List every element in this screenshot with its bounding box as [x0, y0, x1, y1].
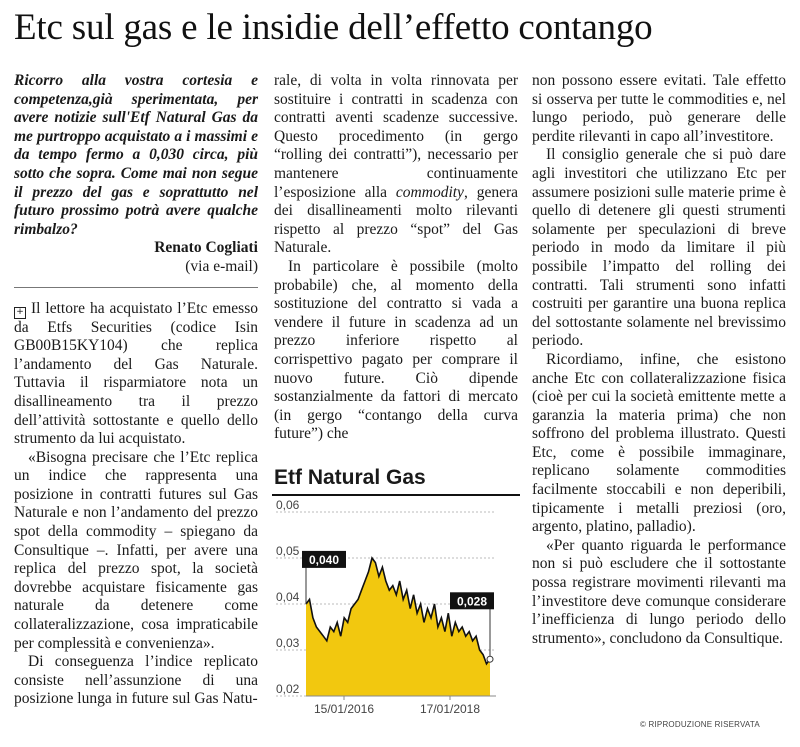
- chart-svg: 0,06 0,05 0,04 0,03 0,02 0,040 0,028 15/01/2016…: [276, 498, 496, 716]
- end-value-label: 0,028: [457, 594, 487, 608]
- col3-paragraph-2: Il consiglio generale che si può dare ag…: [532, 146, 786, 350]
- y-tick-label: 0,04: [276, 590, 300, 604]
- chart: Etf Natural Gas 0,06 0,05 0,04 0,03 0,02 0,04…: [272, 466, 520, 730]
- col3-paragraph-4: «Per quanto riguarda le performance non …: [532, 536, 786, 647]
- reader-question: Ricorro alla vostra cortesia e competenz…: [14, 72, 258, 238]
- area-fill: [306, 558, 490, 696]
- start-value-label: 0,040: [309, 553, 339, 567]
- copyright-notice: © RIPRODUZIONE RISERVATA: [640, 720, 760, 729]
- plus-icon: +: [14, 306, 26, 319]
- col2-paragraph-1: rale, di volta in volta rinnovata per so…: [274, 72, 518, 257]
- y-tick-label: 0,03: [276, 636, 300, 650]
- answer-paragraph-2: «Bisogna precisare che l’Etc replica un …: [14, 448, 258, 652]
- y-tick-label: 0,02: [276, 682, 300, 696]
- column-2: rale, di volta in volta rinnovata per so…: [274, 72, 518, 444]
- start-badge: [302, 550, 346, 568]
- answer-paragraph-3: Di conseguenza l’indice replicato consis…: [14, 653, 258, 708]
- question-via: (via e-mail): [185, 257, 258, 275]
- series-line: [305, 556, 491, 666]
- chart-title: Etf Natural Gas: [274, 466, 426, 489]
- y-tick-label: 0,06: [276, 500, 300, 512]
- column-3: non possono essere evitati. Tale effetto…: [532, 72, 786, 648]
- x-tick-label: 17/01/2018: [420, 702, 480, 716]
- end-marker: [486, 655, 494, 663]
- answer-paragraph-1: + Il lettore ha acquistato l’Etc emesso d…: [14, 299, 258, 448]
- col2-paragraph-2: In particolare è possibile (molto probab…: [274, 257, 518, 443]
- col3-paragraph-3: Ricordiamo, infine, che esistono anche E…: [532, 350, 786, 536]
- x-tick-label: 15/01/2016: [314, 702, 374, 716]
- chart-title-rule: [272, 494, 520, 496]
- y-tick-label: 0,05: [276, 544, 300, 558]
- divider: [14, 286, 258, 288]
- column-1: Ricorro alla vostra cortesia e competenz…: [14, 72, 258, 709]
- question-author: Renato Cogliati: [154, 239, 258, 257]
- end-badge: [450, 592, 494, 610]
- headline: Etc sul gas e le insidie dell’effetto co…: [14, 7, 653, 48]
- col3-paragraph-1: non possono essere evitati. Tale effetto…: [532, 72, 786, 145]
